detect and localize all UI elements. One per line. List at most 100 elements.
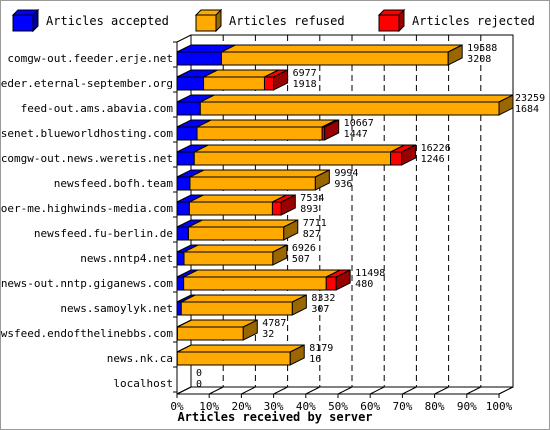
x-tick-label: 10% [199, 400, 219, 413]
category-label: newsfeed.bofh.team [54, 177, 174, 190]
bar-segment [188, 201, 273, 216]
accepted-label: 893 [300, 204, 318, 215]
bar-segment [176, 76, 205, 91]
bar-segment [271, 201, 282, 216]
bar-segment [176, 126, 198, 141]
bar-end-face [283, 219, 299, 241]
bar-end-face [289, 344, 305, 366]
x-tick-label: 100% [486, 400, 513, 413]
bar-segment-top [221, 44, 463, 53]
legend-label: Articles accepted [46, 14, 169, 28]
bar-segment-top [194, 144, 405, 153]
bar-segment [193, 151, 392, 166]
x-tick-label: 0% [170, 400, 184, 413]
total-label: 16226 [421, 143, 451, 154]
legend-swatch [195, 14, 217, 32]
bar-segment [176, 251, 185, 266]
x-axis-label: Articles received by server [177, 410, 372, 424]
total-label: 0 [196, 368, 202, 379]
category-label: feeder.eternal-september.org [1, 77, 173, 90]
bar-segment-top [196, 119, 337, 128]
accepted-label: 32 [262, 329, 274, 340]
accepted-label: 1246 [421, 154, 445, 165]
bar-segment [189, 176, 316, 191]
x-tick-label: 60% [360, 400, 380, 413]
bar-end-face [335, 269, 351, 291]
total-label: 10667 [344, 118, 374, 129]
category-label: news.nk.ca [107, 352, 173, 365]
accepted-label: 1447 [344, 129, 368, 140]
floor-tick [176, 386, 192, 395]
bar-end-face [447, 44, 463, 66]
bar-segment [180, 301, 293, 316]
bar-segment [199, 101, 500, 116]
bar-end-face [498, 94, 514, 116]
total-label: 8332 [311, 293, 335, 304]
floor-tick [208, 386, 224, 395]
x-tick-label: 30% [264, 400, 284, 413]
accepted-label: 307 [311, 304, 329, 315]
legend: Articles accepted Articles refused Article… [11, 8, 535, 33]
bar-segment [263, 76, 275, 91]
floor-tick [498, 386, 514, 395]
bar-segment [176, 226, 189, 241]
total-label: 6926 [292, 243, 316, 254]
bar-end-face [314, 169, 330, 191]
bar-segment [176, 351, 291, 366]
bar-end-face [273, 69, 289, 91]
x-tick-label: 90% [457, 400, 477, 413]
total-label: 23259 [515, 93, 545, 104]
axes [173, 34, 500, 398]
bar-segment [176, 51, 222, 66]
bar-end-face [324, 119, 340, 141]
category-label: localhost [113, 377, 173, 390]
x-tick-label: 40% [296, 400, 316, 413]
total-label: 8179 [309, 343, 333, 354]
bar-segment-top [189, 169, 330, 178]
bar-segment [176, 301, 182, 316]
bar-segment [196, 126, 323, 141]
accepted-label: 3208 [467, 54, 491, 65]
floor-tick [305, 386, 321, 395]
x-tick-label: 50% [328, 400, 348, 413]
bar-end-face [242, 319, 258, 341]
total-label: 7534 [300, 193, 324, 204]
bar-segment-top [183, 244, 288, 253]
floor-tick [466, 386, 482, 395]
x-tick-label: 70% [392, 400, 412, 413]
category-label: comgw-out.feeder.erje.net [7, 52, 173, 65]
category-label: newsfeed.endofthelinebbs.com [1, 327, 173, 340]
bar-segment-top [188, 219, 298, 228]
accepted-label: 827 [303, 229, 321, 240]
bar-segment-top [183, 269, 341, 278]
accepted-label: 16 [309, 354, 321, 365]
category-label: news.nntp4.net [80, 252, 173, 265]
category-label: news.samoylyk.net [60, 302, 173, 315]
floor-tick [402, 386, 417, 395]
bar-segment [176, 151, 195, 166]
floor-tick [337, 386, 353, 395]
bar-segment-top [189, 194, 287, 203]
accepted-label: 0 [196, 379, 202, 390]
total-label: 19588 [467, 43, 497, 54]
bar-segment [183, 251, 274, 266]
x-tick-label: 80% [425, 400, 445, 413]
legend-swatch [12, 14, 34, 32]
accepted-label: 1918 [293, 79, 317, 90]
bar-segment-top [200, 94, 514, 103]
bar-segment [176, 276, 185, 291]
bar-segment [176, 201, 190, 216]
bar-segment [187, 226, 285, 241]
total-label: 11498 [355, 268, 385, 279]
bar-segment [203, 76, 265, 91]
total-label: 6977 [293, 68, 317, 79]
legend-label: Articles refused [229, 14, 345, 28]
bar-end-face [272, 244, 288, 266]
bar-end-face [291, 294, 307, 316]
floor-tick [434, 386, 449, 395]
x-tick-label: 20% [231, 400, 251, 413]
floor-tick [273, 386, 288, 395]
